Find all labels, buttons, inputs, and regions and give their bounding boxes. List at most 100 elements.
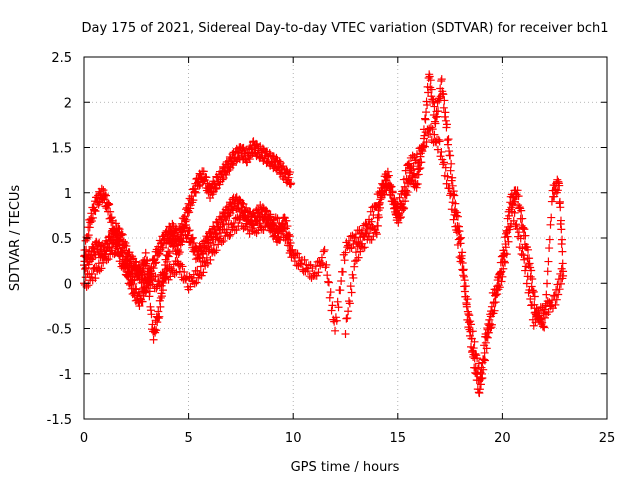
- data-point-trace-c: [107, 244, 116, 253]
- data-point-trace-d: [501, 240, 510, 249]
- data-point-trace-c: [337, 277, 346, 286]
- data-point-trace-b: [164, 252, 173, 261]
- data-point-trace-c: [526, 295, 535, 304]
- data-point-trace-c: [367, 217, 376, 226]
- data-point-trace-c: [436, 152, 445, 161]
- data-point-trace-d: [458, 258, 467, 267]
- data-point-trace-a: [191, 188, 200, 197]
- data-point-trace-b: [199, 249, 208, 258]
- data-point-trace-a: [190, 187, 199, 196]
- data-point-trace-a: [131, 284, 140, 293]
- data-point-trace-d: [479, 355, 488, 364]
- data-point-trace-d: [546, 220, 555, 229]
- data-point-trace-d: [529, 287, 538, 296]
- data-point-trace-d: [400, 204, 409, 213]
- data-point-trace-d: [396, 213, 405, 222]
- data-point-trace-d: [446, 166, 455, 175]
- data-point-trace-c: [128, 272, 137, 281]
- data-point-trace-c: [460, 272, 469, 281]
- data-point-trace-c: [336, 286, 345, 295]
- data-point-trace-c: [552, 285, 561, 294]
- data-point-trace-d: [426, 76, 435, 85]
- data-point-trace-b: [157, 292, 166, 301]
- data-point-trace-c: [317, 258, 326, 267]
- data-point-trace-c: [181, 274, 190, 283]
- y-tick-label: -0.5: [47, 323, 72, 338]
- data-point-trace-d: [453, 221, 462, 230]
- data-point-trace-c: [178, 262, 187, 271]
- data-point-trace-d: [448, 181, 457, 190]
- data-point-trace-d: [507, 203, 516, 212]
- data-point-trace-c: [339, 250, 348, 259]
- data-point-trace-c: [144, 281, 153, 290]
- data-point-trace-d: [535, 311, 544, 320]
- x-axis-label: GPS time / hours: [291, 460, 400, 475]
- data-point-trace-c: [354, 237, 363, 246]
- data-point-trace-c: [328, 301, 337, 310]
- data-point-trace-d: [497, 267, 506, 276]
- data-point-trace-d: [406, 165, 415, 174]
- data-point-trace-c: [166, 272, 175, 281]
- data-point-trace-d: [444, 135, 453, 144]
- y-tick-label: 1.5: [51, 142, 72, 157]
- data-point-trace-c: [474, 359, 483, 368]
- x-tick-label: 25: [599, 431, 616, 446]
- data-point-trace-c: [300, 255, 309, 264]
- data-point-trace-d: [458, 248, 467, 257]
- data-point-trace-b: [178, 238, 187, 247]
- data-point-trace-c: [317, 253, 326, 262]
- data-point-trace-c: [116, 248, 125, 257]
- data-point-trace-a: [149, 264, 158, 273]
- data-point-trace-d: [547, 213, 556, 222]
- data-point-trace-d: [367, 235, 376, 244]
- data-point-trace-a: [152, 258, 161, 267]
- data-point-trace-c: [91, 274, 100, 283]
- data-point-trace-d: [354, 253, 363, 262]
- data-point-trace-c: [211, 235, 220, 244]
- data-point-trace-d: [448, 173, 457, 182]
- data-point-trace-a: [202, 173, 211, 182]
- data-point-trace-a: [252, 139, 261, 148]
- data-point-trace-c: [266, 210, 275, 219]
- data-point-trace-a: [100, 190, 109, 199]
- data-point-trace-d: [457, 233, 466, 242]
- data-point-trace-c: [554, 275, 563, 284]
- data-point-trace-d: [513, 186, 522, 195]
- data-point-trace-c: [518, 244, 527, 253]
- data-point-trace-d: [358, 244, 367, 253]
- data-point-trace-c: [270, 222, 279, 231]
- data-point-trace-c: [263, 217, 272, 226]
- data-point-trace-d: [423, 100, 432, 109]
- y-tick-label: 2.5: [51, 51, 72, 66]
- data-point-trace-d: [422, 108, 431, 117]
- data-point-trace-c: [325, 293, 334, 302]
- data-point-trace-c: [101, 247, 110, 256]
- data-point-trace-c: [112, 240, 121, 249]
- data-point-trace-c: [293, 249, 302, 258]
- data-point-trace-b: [154, 307, 163, 316]
- data-point-trace-c: [529, 321, 538, 330]
- data-point-trace-c: [554, 290, 563, 299]
- data-point-trace-d: [490, 306, 499, 315]
- data-point-trace-c: [426, 123, 435, 132]
- data-point-trace-b: [204, 238, 213, 247]
- data-point-trace-a: [189, 196, 198, 205]
- data-point-trace-d: [450, 191, 459, 200]
- data-point-trace-d: [459, 265, 468, 274]
- data-point-trace-b: [156, 302, 165, 311]
- data-point-trace-d: [475, 385, 484, 394]
- data-point-trace-d: [536, 315, 545, 324]
- x-tick-label: 20: [494, 431, 511, 446]
- data-point-trace-d: [377, 193, 386, 202]
- data-point-trace-c: [236, 215, 245, 224]
- data-point-trace-c: [104, 255, 113, 264]
- data-point-trace-d: [540, 313, 549, 322]
- data-point-trace-a: [135, 302, 144, 311]
- data-point-trace-b: [111, 219, 120, 228]
- data-point-trace-c: [95, 266, 104, 275]
- data-point-trace-d: [482, 333, 491, 342]
- data-point-trace-c: [236, 212, 245, 221]
- data-point-trace-d: [351, 248, 360, 257]
- data-point-trace-b: [114, 224, 123, 233]
